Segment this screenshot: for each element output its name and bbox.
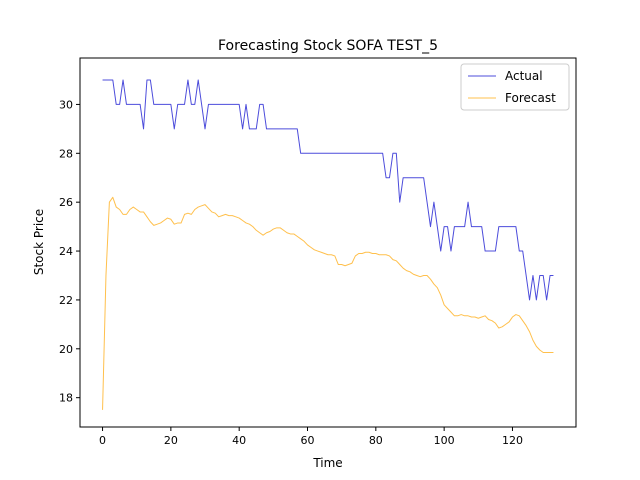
x-tick-label: 60 <box>301 434 315 447</box>
y-tick-label: 30 <box>59 98 73 111</box>
y-tick-label: 20 <box>59 343 73 356</box>
y-axis: 18 20 22 24 26 28 30 <box>59 98 80 405</box>
x-tick-label: 20 <box>164 434 178 447</box>
legend-label-forecast: Forecast <box>505 91 556 105</box>
plot-frame <box>79 57 577 428</box>
series-layer <box>102 79 554 410</box>
legend: Actual Forecast <box>460 63 570 111</box>
x-tick-label: 120 <box>502 434 523 447</box>
x-tick-label: 40 <box>232 434 246 447</box>
x-axis-label: Time <box>312 456 342 470</box>
x-tick-label: 80 <box>369 434 383 447</box>
y-axis-label: Stock Price <box>32 209 46 275</box>
x-tick-label: 100 <box>434 434 455 447</box>
legend-label-actual: Actual <box>505 69 543 83</box>
y-tick-label: 26 <box>59 196 73 209</box>
y-tick-label: 22 <box>59 294 73 307</box>
y-tick-label: 18 <box>59 392 73 405</box>
series-line-forecast <box>102 196 554 410</box>
chart-title: Forecasting Stock SOFA TEST_5 <box>218 38 438 54</box>
y-tick-label: 28 <box>59 147 73 160</box>
series-line-actual <box>102 79 554 301</box>
x-axis: 0 20 40 60 80 100 120 <box>99 427 523 447</box>
plot-area <box>79 57 577 428</box>
y-tick-label: 24 <box>59 245 73 258</box>
x-tick-label: 0 <box>99 434 106 447</box>
